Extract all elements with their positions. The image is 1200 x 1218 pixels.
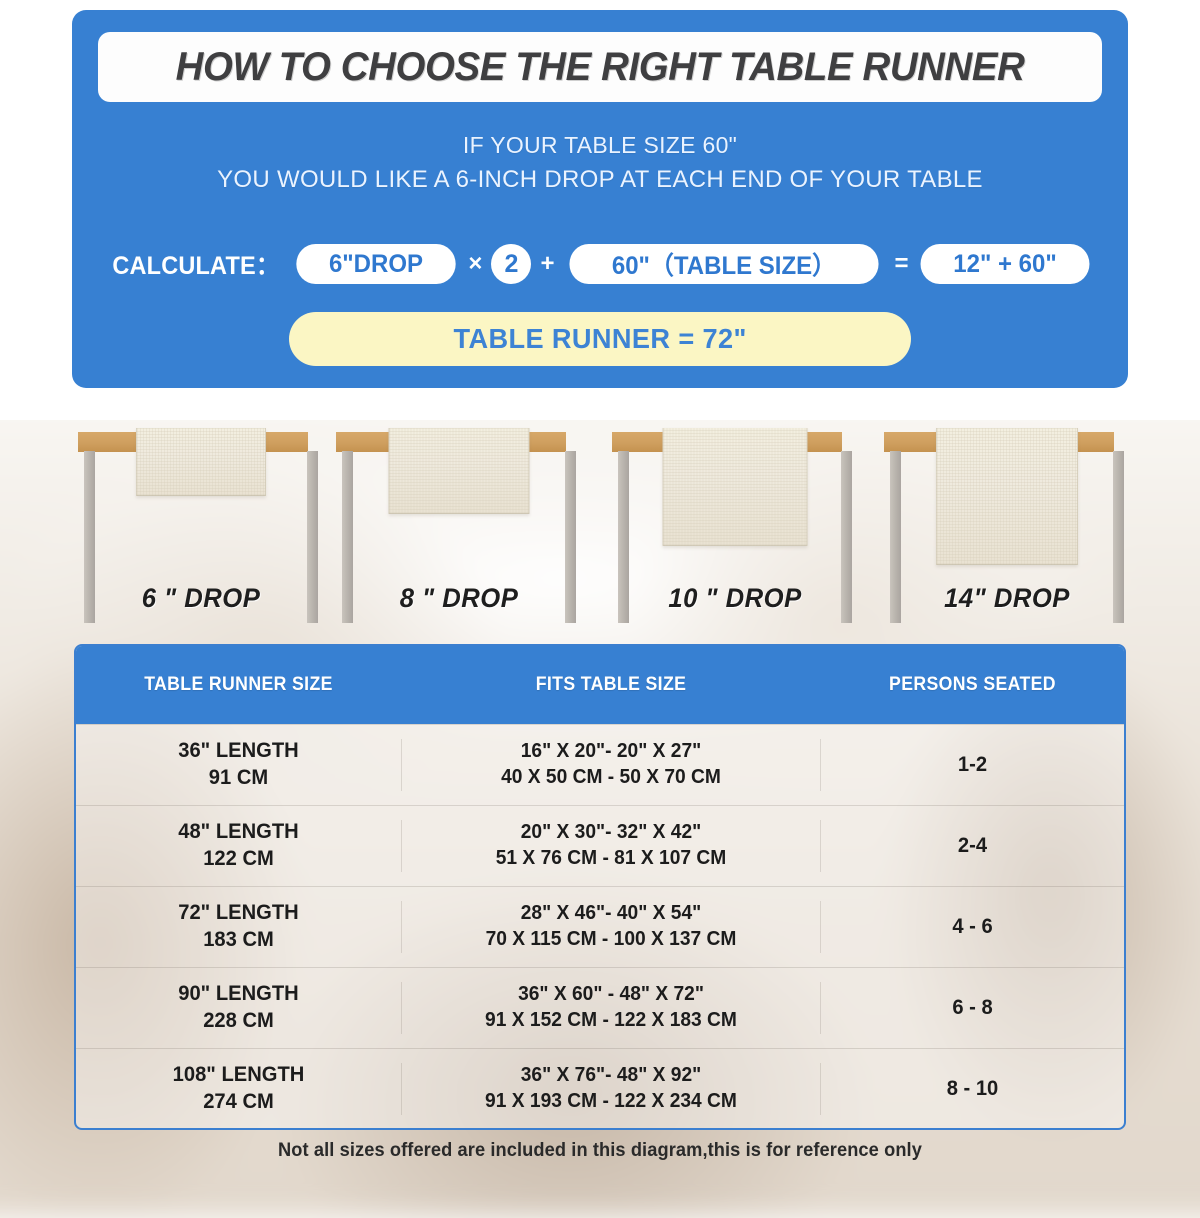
table-row: 36" LENGTH 91 CM 16" X 20"- 20" X 27" 40…: [76, 724, 1124, 805]
pill-drop-value: 6"DROP: [296, 244, 457, 284]
result-row: TABLE RUNNER = 72": [72, 312, 1128, 366]
drop-label: 6 " DROP: [141, 583, 261, 613]
table-leg-right-icon: [307, 451, 318, 623]
table-row: 90" LENGTH 228 CM 36" X 60" - 48" X 72" …: [76, 967, 1124, 1048]
runner-cloth-icon: [662, 428, 808, 546]
persons-value: 4 - 6: [952, 914, 993, 938]
table-leg-right-icon: [1113, 451, 1124, 623]
table-row: 72" LENGTH 183 CM 28" X 46"- 40" X 54" 7…: [76, 886, 1124, 967]
drop-figure: 10 " DROP: [606, 420, 864, 623]
calculate-label: CALCULATE：: [111, 252, 280, 280]
cell-fits-table-size: 36" X 76"- 48" X 92" 91 X 193 CM - 122 X…: [401, 1063, 821, 1115]
runner-cloth-icon: [388, 428, 530, 514]
fits-inches: 28" X 46"- 40" X 54": [520, 902, 702, 925]
cell-runner-size: 36" LENGTH 91 CM: [76, 738, 401, 792]
cell-runner-size: 72" LENGTH 183 CM: [76, 900, 401, 954]
fits-inches: 36" X 76"- 48" X 92": [520, 1064, 702, 1087]
fits-cm: 91 X 152 CM - 122 X 183 CM: [485, 1009, 737, 1031]
cell-fits-table-size: 36" X 60" - 48" X 72" 91 X 152 CM - 122 …: [401, 982, 821, 1034]
fits-cm: 40 X 50 CM - 50 X 70 CM: [501, 766, 721, 788]
calculation-row: CALCULATE： 6"DROP × 2 + 60"（TABLE SIZE） …: [72, 244, 1128, 284]
operator-multiply: ×: [468, 250, 483, 277]
footnote: Not all sizes offered are included in th…: [278, 1140, 922, 1161]
table-row: 108" LENGTH 274 CM 36" X 76"- 48" X 92" …: [76, 1048, 1124, 1128]
table-header-row: TABLE RUNNER SIZE FITS TABLE SIZE PERSON…: [76, 646, 1124, 724]
drop-label: 10 " DROP: [668, 583, 802, 613]
table-leg-right-icon: [565, 451, 576, 623]
persons-value: 6 - 8: [952, 995, 993, 1019]
runner-size-inches: 108" LENGTH: [172, 1063, 305, 1087]
runner-size-cm: 91 CM: [208, 766, 269, 789]
page-title: HOW TO CHOOSE THE RIGHT TABLE RUNNER: [175, 44, 1025, 89]
column-header-fits-table-size: FITS TABLE SIZE: [535, 674, 687, 695]
title-box: HOW TO CHOOSE THE RIGHT TABLE RUNNER: [98, 32, 1102, 102]
fits-inches: 16" X 20"- 20" X 27": [520, 740, 702, 763]
column-header-runner-size: TABLE RUNNER SIZE: [144, 674, 333, 695]
runner-size-cm: 183 CM: [203, 928, 274, 951]
cell-runner-size: 90" LENGTH 228 CM: [76, 981, 401, 1035]
hero-panel: HOW TO CHOOSE THE RIGHT TABLE RUNNER IF …: [72, 10, 1128, 388]
cell-persons-seated: 4 - 6: [821, 914, 1124, 941]
runner-size-cm: 228 CM: [203, 1009, 274, 1032]
runner-size-inches: 72" LENGTH: [178, 901, 299, 925]
cell-runner-size: 108" LENGTH 274 CM: [76, 1062, 401, 1116]
drop-figure: 8 " DROP: [330, 420, 588, 623]
cell-fits-table-size: 20" X 30"- 32" X 42" 51 X 76 CM - 81 X 1…: [401, 820, 821, 872]
fits-cm: 51 X 76 CM - 81 X 107 CM: [495, 847, 727, 869]
cell-persons-seated: 8 - 10: [821, 1076, 1124, 1103]
drop-figure: 6 " DROP: [72, 420, 330, 623]
persons-value: 2-4: [957, 833, 988, 857]
drop-figure: 14" DROP: [878, 420, 1136, 623]
runner-size-cm: 122 CM: [203, 847, 274, 870]
hero-subtitle-line-1: IF YOUR TABLE SIZE 60": [462, 132, 738, 158]
pill-table-size: 60"（TABLE SIZE）: [569, 244, 880, 284]
runner-size-inches: 90" LENGTH: [178, 982, 299, 1006]
fits-cm: 91 X 193 CM - 122 X 234 CM: [485, 1090, 737, 1112]
persons-value: 1-2: [957, 752, 988, 776]
cell-persons-seated: 2-4: [821, 833, 1124, 860]
cell-fits-table-size: 16" X 20"- 20" X 27" 40 X 50 CM - 50 X 7…: [401, 739, 821, 791]
table-leg-right-icon: [841, 451, 852, 623]
cell-persons-seated: 1-2: [821, 752, 1124, 779]
runner-cloth-icon: [136, 428, 266, 496]
table-leg-left-icon: [84, 451, 95, 623]
fits-inches: 20" X 30"- 32" X 42": [520, 821, 702, 844]
result-pill: TABLE RUNNER = 72": [289, 312, 911, 366]
persons-value: 8 - 10: [946, 1076, 999, 1100]
fits-inches: 36" X 60" - 48" X 72": [518, 983, 704, 1006]
runner-size-inches: 36" LENGTH: [178, 739, 299, 763]
result-text: TABLE RUNNER = 72": [453, 323, 747, 354]
drop-label: 14" DROP: [944, 583, 1070, 613]
cell-persons-seated: 6 - 8: [821, 995, 1124, 1022]
cell-fits-table-size: 28" X 46"- 40" X 54" 70 X 115 CM - 100 X…: [401, 901, 821, 953]
runner-size-cm: 274 CM: [203, 1090, 274, 1113]
table-leg-left-icon: [618, 451, 629, 623]
drop-label: 8 " DROP: [399, 583, 519, 613]
table-leg-left-icon: [342, 451, 353, 623]
column-header-persons-seated: PERSONS SEATED: [889, 674, 1056, 695]
pill-multiplier: 2: [491, 244, 532, 284]
runner-cloth-icon: [936, 428, 1078, 565]
table-row: 48" LENGTH 122 CM 20" X 30"- 32" X 42" 5…: [76, 805, 1124, 886]
fits-cm: 70 X 115 CM - 100 X 137 CM: [485, 928, 737, 950]
runner-size-inches: 48" LENGTH: [178, 820, 299, 844]
size-chart-table: TABLE RUNNER SIZE FITS TABLE SIZE PERSON…: [74, 644, 1126, 1130]
table-leg-left-icon: [890, 451, 901, 623]
hero-subtitle-line-2: YOU WOULD LIKE A 6-INCH DROP AT EACH END…: [217, 166, 983, 193]
drop-illustrations: 6 " DROP 8 " DROP 10 " DROP 14" DROP: [72, 420, 1128, 623]
pill-sum: 12" + 60": [920, 244, 1090, 284]
operator-plus: +: [540, 250, 555, 277]
operator-equals: =: [894, 250, 909, 277]
cell-runner-size: 48" LENGTH 122 CM: [76, 819, 401, 873]
